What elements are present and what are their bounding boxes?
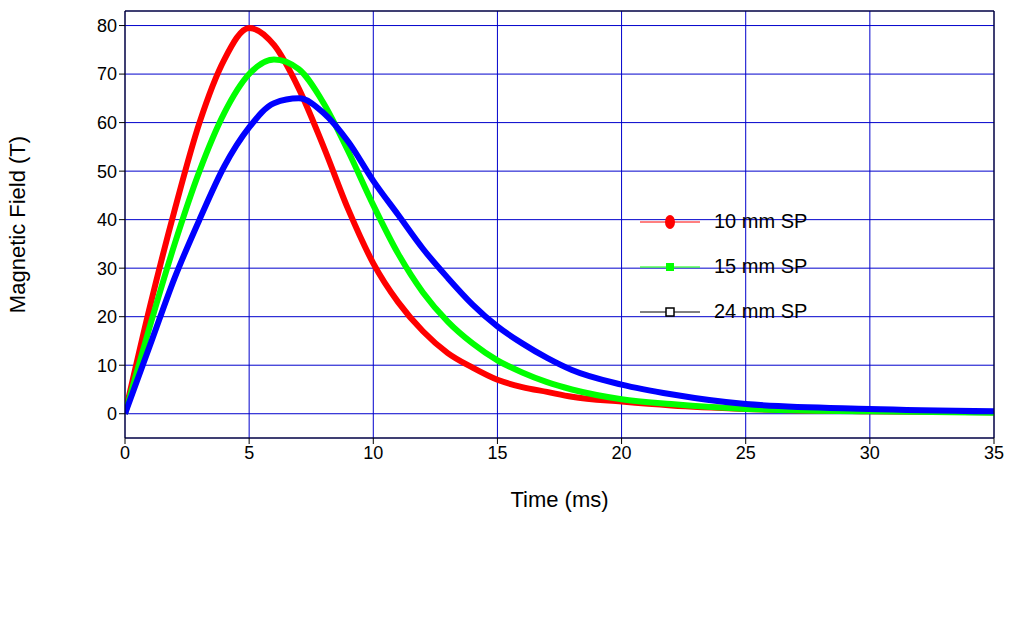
svg-text:5: 5: [244, 443, 254, 463]
svg-text:10: 10: [97, 356, 117, 376]
svg-text:Time (ms): Time (ms): [510, 487, 608, 512]
svg-text:30: 30: [97, 259, 117, 279]
svg-text:50: 50: [97, 162, 117, 182]
svg-text:20: 20: [612, 443, 632, 463]
svg-text:20: 20: [97, 307, 117, 327]
svg-text:0: 0: [107, 404, 117, 424]
svg-text:40: 40: [97, 210, 117, 230]
svg-text:25: 25: [736, 443, 756, 463]
html-text:10 mm SP: 10 mm SP: [714, 210, 808, 232]
svg-text:0: 0: [120, 443, 130, 463]
svg-text:10: 10: [363, 443, 383, 463]
svg-text:80: 80: [97, 16, 117, 36]
html-text:15 mm SP: 15 mm SP: [714, 255, 808, 277]
svg-text:60: 60: [97, 113, 117, 133]
svg-text:30: 30: [860, 443, 880, 463]
svg-text:70: 70: [97, 64, 117, 84]
svg-text:35: 35: [984, 443, 1004, 463]
svg-text:Magnetic Field (T): Magnetic Field (T): [5, 136, 30, 313]
html-text:24 mm SP: 24 mm SP: [714, 300, 808, 322]
svg-text:15: 15: [487, 443, 507, 463]
